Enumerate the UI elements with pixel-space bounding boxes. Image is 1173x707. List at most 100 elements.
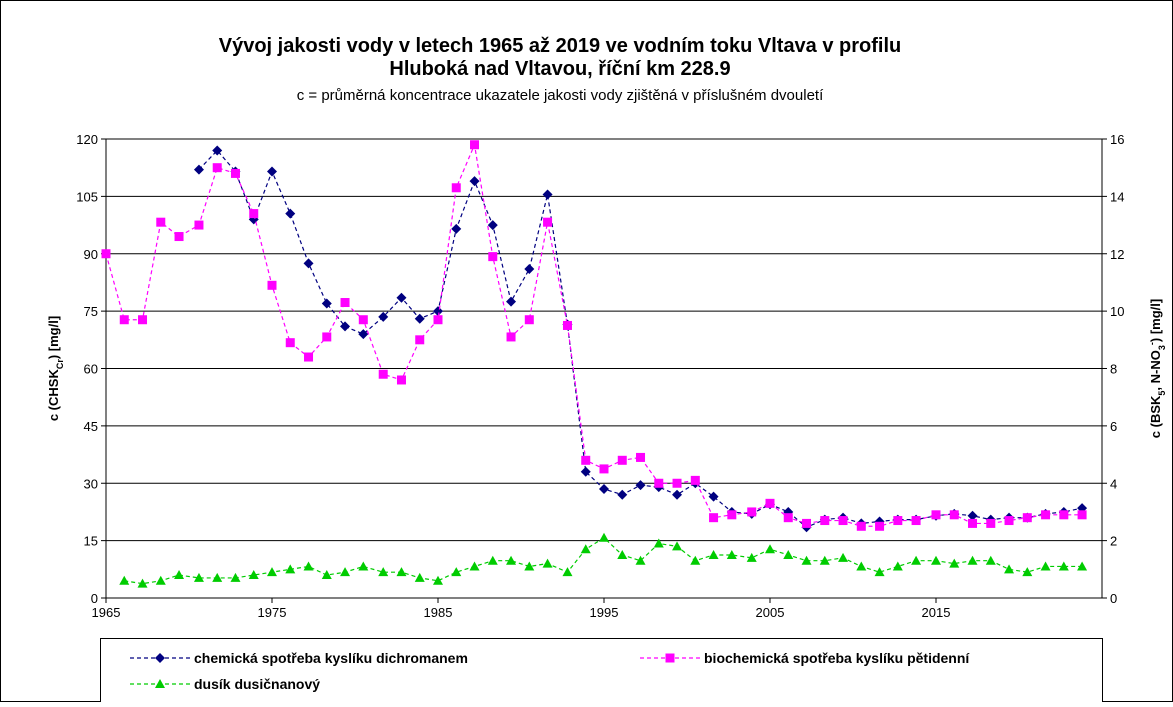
- data-point: [542, 558, 553, 568]
- data-point: [285, 564, 296, 574]
- data-point: [1004, 564, 1015, 574]
- data-point: [911, 555, 922, 565]
- data-point: [193, 572, 204, 582]
- data-point: [285, 208, 296, 219]
- y-tick-label: 45: [84, 419, 98, 434]
- chart-title: Vývoj jakosti vody v letech 1965 až 2019…: [219, 35, 902, 57]
- data-point: [340, 321, 351, 332]
- legend-label: dusík dusičnanový: [194, 676, 320, 692]
- y-tick-label: 75: [84, 304, 98, 319]
- data-point: [765, 544, 775, 554]
- data-point: [451, 223, 462, 234]
- data-point: [470, 140, 480, 150]
- y-tick-label: 120: [76, 132, 98, 147]
- data-point: [340, 298, 350, 308]
- data-point: [783, 549, 794, 559]
- data-point: [506, 296, 517, 307]
- y-axis-label-part: ) [mg/l]: [46, 316, 61, 359]
- y-tick-label: 105: [76, 189, 98, 204]
- data-point: [819, 555, 830, 565]
- data-point: [708, 549, 719, 559]
- y2-axis-label-part: -: [1147, 342, 1157, 345]
- x-tick-label: 1985: [424, 605, 453, 620]
- data-point: [433, 575, 443, 585]
- data-point: [267, 280, 277, 290]
- data-point: [469, 561, 480, 571]
- data-point: [708, 491, 719, 502]
- data-point: [599, 532, 609, 542]
- data-point: [1022, 513, 1032, 523]
- y2-tick-label: 2: [1110, 534, 1117, 549]
- x-tick-label: 1995: [590, 605, 619, 620]
- data-point: [1077, 561, 1088, 571]
- data-point: [321, 570, 332, 580]
- data-point: [1059, 510, 1069, 520]
- data-point: [636, 452, 646, 462]
- data-point: [1077, 510, 1087, 520]
- data-point: [672, 489, 683, 500]
- data-point: [709, 513, 719, 523]
- data-point: [562, 320, 572, 330]
- data-point: [358, 561, 369, 571]
- y-axis-label-part: Cr: [55, 359, 65, 369]
- data-point: [101, 249, 111, 259]
- data-point: [931, 555, 941, 565]
- data-point: [451, 567, 462, 577]
- data-point: [783, 513, 793, 523]
- data-point: [506, 555, 517, 565]
- y2-tick-label: 12: [1110, 247, 1124, 262]
- data-point: [230, 572, 241, 582]
- y2-axis-label-part: c (BSK: [1148, 395, 1163, 438]
- data-point: [396, 567, 407, 577]
- data-point: [543, 217, 553, 227]
- data-point: [304, 352, 314, 362]
- data-point: [599, 464, 609, 474]
- data-point: [524, 315, 534, 325]
- data-point: [911, 516, 921, 526]
- data-point: [396, 375, 406, 385]
- data-point: [838, 552, 849, 562]
- data-point: [985, 555, 996, 565]
- y-tick-label: 0: [91, 591, 98, 606]
- data-point: [321, 298, 332, 309]
- x-tick-label: 2005: [756, 605, 785, 620]
- y2-tick-label: 4: [1110, 476, 1117, 491]
- data-point: [874, 567, 885, 577]
- data-point: [617, 455, 627, 465]
- data-point: [580, 466, 591, 477]
- data-point: [267, 567, 277, 577]
- data-point: [726, 549, 737, 559]
- data-point: [765, 498, 775, 508]
- y-axis-label: c (CHSKCr) [mg/l]: [46, 316, 65, 421]
- data-point: [119, 315, 129, 325]
- data-point: [542, 189, 553, 200]
- data-point: [581, 455, 591, 465]
- data-point: [635, 555, 646, 565]
- data-point: [378, 311, 389, 322]
- data-point: [672, 541, 683, 551]
- data-point: [487, 555, 498, 565]
- y2-tick-label: 0: [1110, 591, 1117, 606]
- data-point: [747, 507, 757, 517]
- y2-axis-label: c (BSK5, N-NO3-) [mg/l]: [1147, 299, 1167, 438]
- data-point: [654, 478, 664, 488]
- y-tick-label: 90: [84, 247, 98, 262]
- data-point: [378, 369, 388, 379]
- data-point: [1041, 510, 1051, 520]
- data-point: [524, 264, 535, 275]
- y2-tick-label: 10: [1110, 304, 1124, 319]
- data-point: [801, 555, 812, 565]
- legend-box: [100, 638, 1103, 707]
- data-point: [322, 332, 332, 342]
- data-point: [174, 570, 185, 580]
- data-point: [1040, 561, 1051, 571]
- legend-marker: [155, 679, 165, 688]
- data-point: [396, 292, 407, 303]
- data-point: [967, 510, 978, 521]
- data-point: [156, 217, 166, 227]
- data-point: [690, 555, 701, 565]
- data-point: [230, 168, 240, 178]
- y2-tick-label: 14: [1110, 189, 1124, 204]
- data-point: [820, 516, 830, 526]
- y-tick-label: 60: [84, 362, 98, 377]
